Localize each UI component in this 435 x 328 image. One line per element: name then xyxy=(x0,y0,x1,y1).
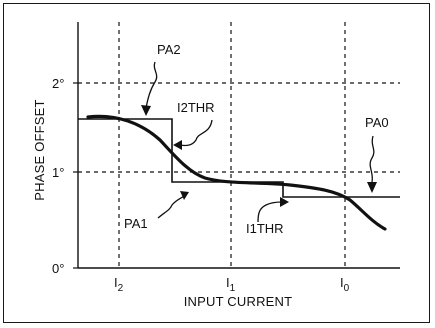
x-axis-title: INPUT CURRENT xyxy=(184,294,293,309)
label-pa0: PA0 xyxy=(365,115,389,130)
i2thr-arrowhead xyxy=(173,140,182,150)
label-i1thr: I1THR xyxy=(246,221,284,236)
x-tick-label-i1: I1 xyxy=(226,275,236,294)
i1thr-arrowhead xyxy=(280,197,289,207)
label-pa1: PA1 xyxy=(124,216,148,231)
pa0-pointer xyxy=(369,135,375,183)
pa1-pointer xyxy=(157,195,185,219)
pa0-arrowhead xyxy=(367,182,377,193)
step-function-line xyxy=(78,118,400,198)
y-tick-label-1: 1° xyxy=(52,165,64,180)
label-pa2: PA2 xyxy=(157,42,181,57)
i2thr-pointer xyxy=(179,119,213,147)
x-tick-label-i2: I2 xyxy=(114,275,124,294)
y-tick-label-0: 0° xyxy=(52,261,64,276)
i1thr-pointer xyxy=(257,201,283,223)
pa2-arrowhead xyxy=(141,105,151,116)
label-i2thr: I2THR xyxy=(177,100,215,115)
figure-frame xyxy=(3,3,430,323)
x-tick-label-i0: I0 xyxy=(340,275,350,294)
y-axis-title: PHASE OFFSET xyxy=(32,99,47,200)
pa1-arrowhead xyxy=(180,191,189,200)
y-tick-label-2: 2° xyxy=(52,76,64,91)
pa2-pointer xyxy=(145,61,158,109)
phase-offset-curve xyxy=(86,114,387,231)
